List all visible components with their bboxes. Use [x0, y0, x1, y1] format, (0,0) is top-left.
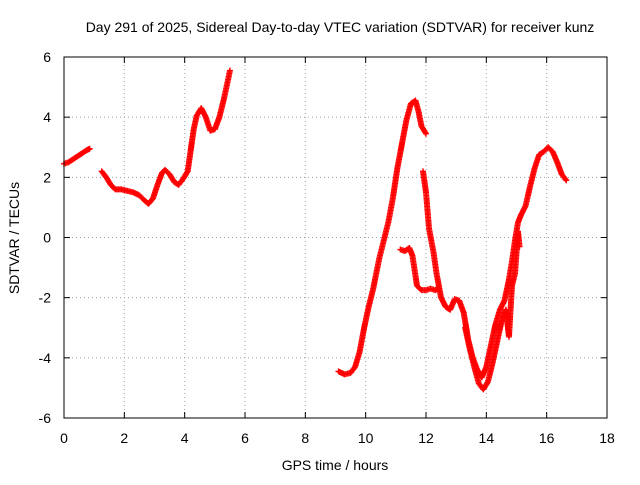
x-tick-label: 14: [479, 430, 495, 446]
x-tick-label: 16: [539, 430, 555, 446]
data-point: [562, 176, 569, 183]
data-point: [423, 130, 429, 137]
data-point: [183, 169, 190, 176]
chart-title: Day 291 of 2025, Sidereal Day-to-day VTE…: [86, 19, 595, 35]
data-segment: [462, 228, 523, 393]
x-tick-label: 0: [60, 430, 68, 446]
y-tick-label: -4: [39, 350, 52, 366]
x-tick-label: 6: [241, 430, 249, 446]
y-tick-label: -6: [39, 410, 52, 426]
x-tick-label: 8: [301, 430, 309, 446]
y-tick-label: 4: [43, 109, 51, 125]
y-tick-label: 6: [43, 49, 51, 65]
y-axis-label: SDTVAR / TECUs: [6, 182, 22, 294]
x-tick-label: 4: [181, 430, 189, 446]
data-point: [484, 380, 491, 387]
data-segment: [419, 144, 570, 381]
data-point: [422, 129, 429, 136]
data-point: [226, 67, 233, 74]
plot-frame: [63, 56, 608, 419]
data-segment: [335, 97, 429, 378]
x-axis-label: GPS time / hours: [282, 457, 389, 473]
x-tick-label: 2: [120, 430, 128, 446]
y-tick-label: 2: [43, 169, 51, 185]
data-segment: [61, 145, 93, 167]
data-layer: [61, 67, 570, 393]
data-segment: [397, 245, 442, 294]
y-tick-label: 0: [43, 230, 51, 246]
x-tick-label: 10: [358, 430, 374, 446]
x-tick-label: 18: [599, 430, 615, 446]
tick-layer: 0 2 4 6 8 10 12 14 16 18 -6 -4 -2 0 2 4 6: [39, 49, 615, 446]
y-tick-label: -2: [39, 290, 52, 306]
data-point: [563, 177, 570, 184]
data-segment: [98, 67, 233, 207]
data-point: [86, 145, 93, 152]
data-point: [516, 243, 523, 250]
x-tick-label: 12: [418, 430, 434, 446]
